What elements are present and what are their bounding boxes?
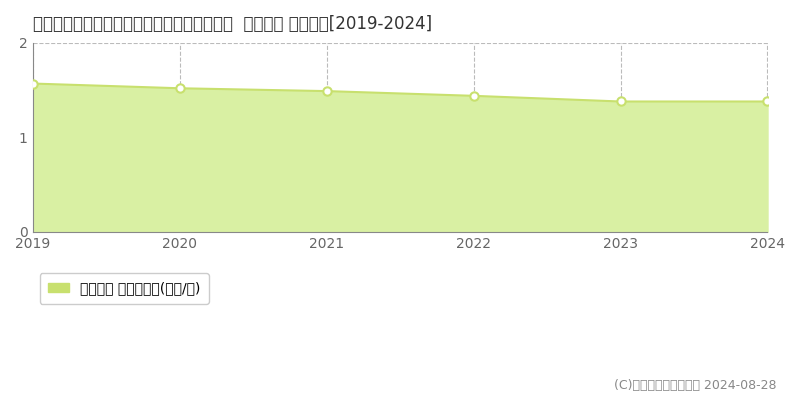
Legend: 地価公示 平均坪単価(万円/坪): 地価公示 平均坪単価(万円/坪)	[39, 273, 209, 304]
Text: (C)土地価格ドットコム 2024-08-28: (C)土地価格ドットコム 2024-08-28	[614, 379, 776, 392]
Text: 兵庫県佐用郡佐用町三原字前田１４９番３外  地価公示 地価推移[2019-2024]: 兵庫県佐用郡佐用町三原字前田１４９番３外 地価公示 地価推移[2019-2024…	[33, 15, 432, 33]
